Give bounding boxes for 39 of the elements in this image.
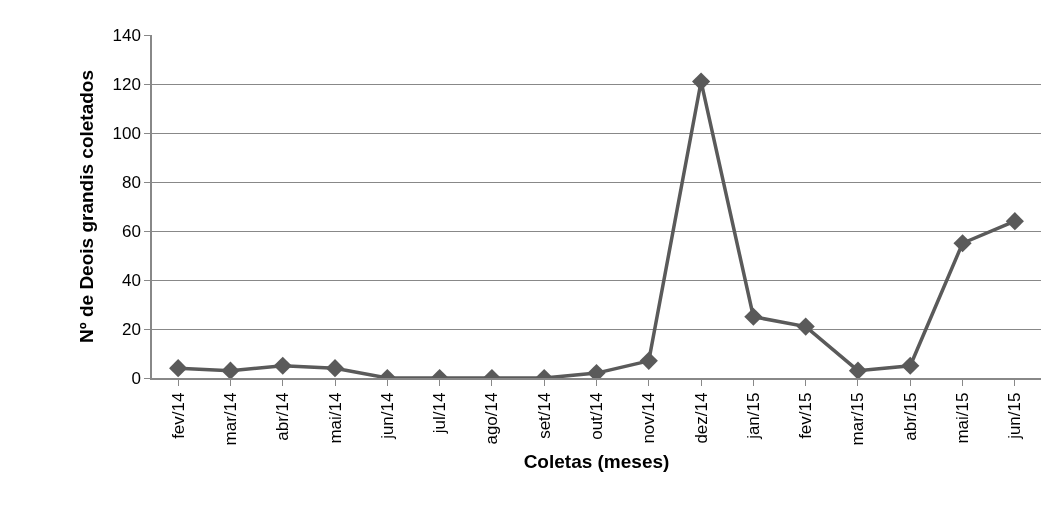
x-tick-label: mar/15	[848, 392, 868, 446]
x-tick-label: mai/15	[953, 392, 973, 444]
x-tick-label: jun/14	[377, 392, 397, 440]
x-tick-label: ago/14	[482, 392, 502, 445]
point	[169, 359, 188, 378]
y-tick-label: 80	[121, 172, 141, 192]
x-tick-label: fev/15	[796, 392, 816, 439]
point	[1005, 212, 1024, 231]
point	[273, 356, 292, 375]
x-axis-title: Coletas (meses)	[523, 450, 670, 472]
x-tick-label: out/14	[587, 392, 607, 440]
point	[325, 359, 345, 378]
x-tick-label: fev/14	[168, 392, 188, 439]
x-tick-label: abr/14	[273, 392, 293, 441]
y-tick-label: 20	[121, 319, 141, 339]
x-tick-label: jul/14	[430, 392, 450, 435]
y-tick-label: 140	[112, 25, 141, 45]
y-tick-label: 40	[121, 270, 141, 290]
x-tick-label: jun/15	[1005, 392, 1025, 440]
point	[691, 72, 711, 91]
y-axis-title: Nº de Deois grandis coletados	[75, 69, 97, 344]
point	[221, 361, 240, 378]
x-tick-label: jan/15	[743, 392, 763, 440]
point	[744, 307, 763, 326]
x-tick-label: dez/14	[691, 392, 711, 444]
point	[848, 361, 868, 378]
point	[796, 317, 815, 336]
point	[639, 351, 658, 370]
point	[901, 356, 920, 375]
x-tick-label: set/14	[534, 392, 554, 439]
y-tick-label: 0	[131, 368, 141, 388]
x-tick-label: nov/14	[639, 392, 659, 444]
point	[953, 234, 972, 253]
x-tick-label: abr/15	[900, 392, 920, 441]
x-tick-label: mar/14	[220, 392, 240, 446]
y-tick-label: 100	[112, 123, 141, 143]
y-tick-label: 60	[121, 221, 141, 241]
y-tick-label: 120	[112, 74, 141, 94]
x-tick-label: mai/14	[325, 392, 345, 444]
